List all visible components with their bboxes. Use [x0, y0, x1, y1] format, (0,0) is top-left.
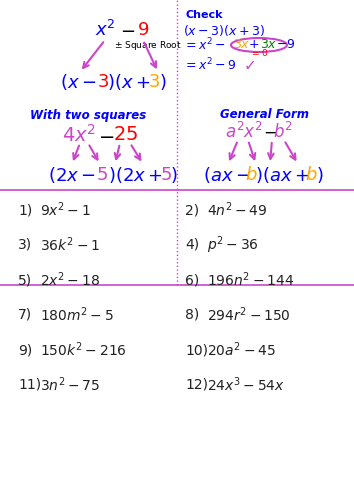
Text: 1): 1)	[18, 203, 32, 217]
Text: $ + $: $ + $	[248, 38, 259, 52]
Text: 8): 8)	[185, 308, 199, 322]
Text: Check: Check	[185, 10, 223, 20]
Text: $4n^2 − 49$: $4n^2 − 49$	[207, 200, 268, 220]
Text: $-$: $-$	[263, 123, 277, 141]
Text: 11): 11)	[18, 378, 41, 392]
Text: $180m^2 − 5$: $180m^2 − 5$	[40, 306, 114, 324]
Text: $196n^2 − 144$: $196n^2 − 144$	[207, 270, 294, 289]
Text: $(x-3)(x+3)$: $(x-3)(x+3)$	[183, 22, 265, 38]
Text: 5): 5)	[18, 273, 32, 287]
Text: $(x-$: $(x-$	[60, 72, 96, 92]
Text: $\checkmark$: $\checkmark$	[243, 58, 255, 72]
Text: $=0$: $=0$	[250, 48, 268, 58]
Text: $3$: $3$	[97, 73, 109, 91]
Text: $2x^2 − 18$: $2x^2 − 18$	[40, 270, 100, 289]
Text: $\pm$ Square Root: $\pm$ Square Root	[114, 38, 182, 52]
Text: $b$: $b$	[305, 166, 318, 184]
Text: $5$: $5$	[96, 166, 108, 184]
Text: General Form: General Form	[221, 108, 309, 122]
Text: $p^2 − 36$: $p^2 − 36$	[207, 234, 259, 256]
Text: 10): 10)	[185, 343, 208, 357]
Text: $)$: $)$	[316, 165, 324, 185]
Text: 6): 6)	[185, 273, 199, 287]
Text: 12): 12)	[185, 378, 208, 392]
Text: $)$: $)$	[170, 165, 177, 185]
Text: $b$: $b$	[245, 166, 258, 184]
Text: $294r^2 − 150$: $294r^2 − 150$	[207, 306, 291, 324]
Text: 2): 2)	[185, 203, 199, 217]
Text: With two squares: With two squares	[30, 108, 146, 122]
Text: 3): 3)	[18, 238, 32, 252]
Text: $3$: $3$	[148, 73, 160, 91]
Text: $= x^2 - $: $= x^2 - $	[183, 36, 226, 54]
Text: $9$: $9$	[137, 21, 149, 39]
Text: $150k^2 − 216$: $150k^2 − 216$	[40, 340, 127, 359]
Text: $)(ax+$: $)(ax+$	[255, 165, 309, 185]
Text: $(ax-$: $(ax-$	[203, 165, 250, 185]
Text: $5$: $5$	[160, 166, 172, 184]
Text: $3x$: $3x$	[260, 38, 278, 52]
Text: $- 9$: $- 9$	[276, 38, 296, 52]
Text: $)(2x+$: $)(2x+$	[108, 165, 163, 185]
Text: $(2x-$: $(2x-$	[48, 165, 96, 185]
Text: $25$: $25$	[113, 126, 138, 144]
Text: $3n^2 − 75$: $3n^2 − 75$	[40, 376, 100, 394]
Text: 9): 9)	[18, 343, 32, 357]
Text: $9x^2 − 1$: $9x^2 − 1$	[40, 200, 91, 220]
Text: $-$: $-$	[120, 21, 136, 39]
Text: $x^2$: $x^2$	[95, 20, 115, 40]
Text: $20a^2 − 45$: $20a^2 − 45$	[207, 340, 276, 359]
Text: $)$: $)$	[159, 72, 166, 92]
Text: $-$: $-$	[98, 126, 114, 144]
Text: $24x^3 − 54x$: $24x^3 − 54x$	[207, 376, 285, 394]
Text: 4): 4)	[185, 238, 199, 252]
Text: $3x$: $3x$	[233, 38, 250, 52]
Text: $)(x+$: $)(x+$	[107, 72, 150, 92]
Text: $a^2x^2$: $a^2x^2$	[225, 122, 263, 142]
Text: $36k^2 − 1$: $36k^2 − 1$	[40, 236, 100, 255]
Text: $b^2$: $b^2$	[273, 122, 293, 142]
Text: $4x^2$: $4x^2$	[62, 124, 96, 146]
Text: 7): 7)	[18, 308, 32, 322]
Text: $= x^2 - 9$: $= x^2 - 9$	[183, 56, 236, 74]
